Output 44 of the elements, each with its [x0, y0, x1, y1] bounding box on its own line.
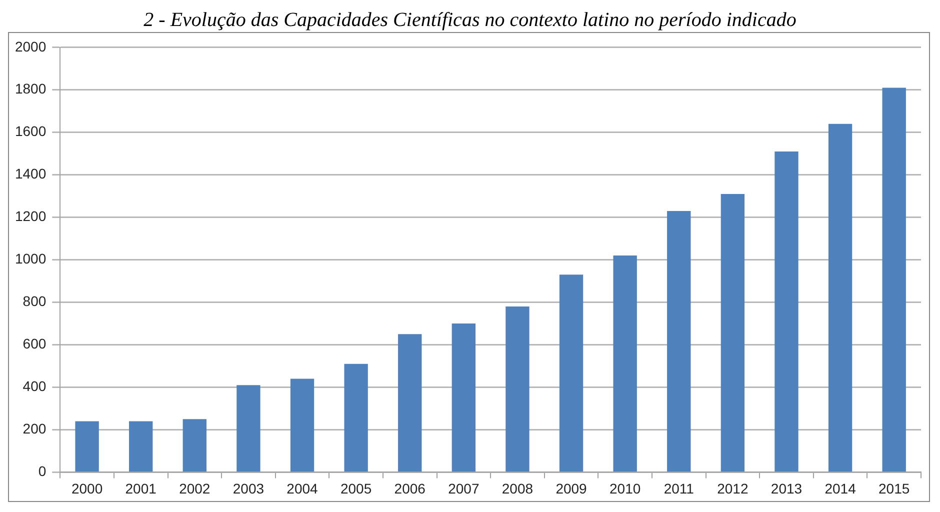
- x-tick-label: 2003: [232, 480, 264, 496]
- bar: [344, 364, 368, 472]
- x-tick-label: 2013: [770, 480, 802, 496]
- x-tick-label: 2005: [340, 480, 372, 496]
- x-tick-label: 2002: [179, 480, 210, 496]
- bar: [182, 419, 206, 472]
- y-tick-label: 200: [22, 420, 46, 437]
- bar: [398, 334, 422, 472]
- bar: [882, 88, 906, 472]
- y-tick-label: 1600: [14, 123, 46, 140]
- y-tick-label: 400: [22, 378, 46, 394]
- y-tick-label: 2000: [14, 38, 46, 54]
- bar: [774, 151, 798, 472]
- x-tick-label: 2000: [71, 480, 103, 496]
- x-tick-label: 2010: [610, 480, 641, 496]
- bar: [720, 194, 745, 472]
- y-tick-label: 600: [22, 336, 46, 352]
- x-tick-label: 2011: [664, 480, 694, 496]
- bar: [613, 256, 637, 472]
- bar: [667, 210, 691, 472]
- y-tick-label: 1400: [14, 166, 46, 182]
- x-tick-label: 2009: [556, 480, 588, 496]
- bar: [75, 421, 99, 472]
- x-tick-label: 2004: [286, 480, 318, 496]
- x-tick-label: 2007: [448, 480, 480, 496]
- x-tick-label: 2001: [125, 480, 157, 496]
- y-tick-label: 1000: [14, 250, 46, 267]
- bar: [559, 274, 584, 472]
- x-tick-label: 2008: [502, 480, 534, 496]
- bar: [129, 421, 153, 472]
- bar: [506, 306, 530, 472]
- x-tick-label: 2014: [824, 480, 856, 496]
- y-tick-label: 0: [38, 463, 46, 480]
- bar: [290, 378, 314, 472]
- chart-title: 2 - Evolução das Capacidades Científicas no contexto latino no período indicado: [142, 8, 798, 32]
- x-tick-label: 2012: [717, 480, 748, 496]
- y-tick-label: 1200: [14, 208, 46, 224]
- x-tick-label: 2015: [878, 480, 910, 496]
- bar: [236, 385, 260, 472]
- y-tick-label: 1800: [14, 80, 46, 97]
- bar: [452, 324, 476, 472]
- x-tick-label: 2006: [394, 480, 426, 496]
- bar: [828, 124, 852, 472]
- y-tick-label: 800: [22, 293, 46, 310]
